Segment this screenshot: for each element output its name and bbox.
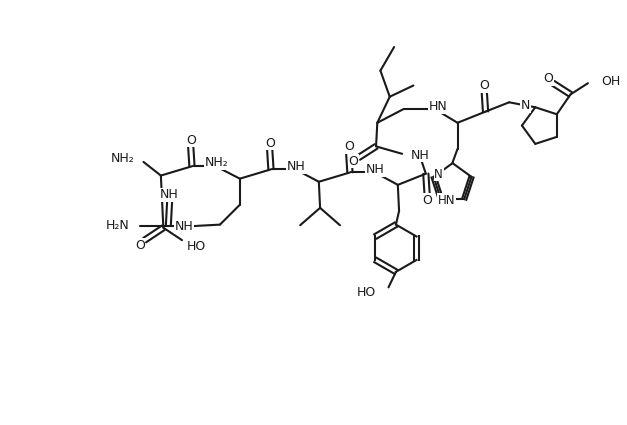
Text: NH: NH bbox=[411, 149, 429, 162]
Text: HO: HO bbox=[357, 286, 376, 300]
Text: OH: OH bbox=[602, 75, 621, 88]
Text: HO: HO bbox=[187, 240, 206, 253]
Text: O: O bbox=[344, 140, 354, 153]
Text: NH: NH bbox=[161, 188, 179, 201]
Text: O: O bbox=[543, 72, 553, 85]
Text: HN: HN bbox=[428, 100, 447, 113]
Text: N: N bbox=[435, 168, 443, 181]
Text: N: N bbox=[520, 99, 530, 112]
Text: NH₂: NH₂ bbox=[205, 156, 229, 169]
Text: O: O bbox=[422, 194, 432, 207]
Text: O: O bbox=[479, 79, 489, 92]
Text: NH: NH bbox=[366, 164, 384, 176]
Text: O: O bbox=[265, 137, 275, 150]
Text: O: O bbox=[186, 134, 196, 147]
Text: NH: NH bbox=[287, 160, 305, 173]
Text: O: O bbox=[349, 155, 359, 168]
Text: HN: HN bbox=[438, 194, 456, 207]
Text: O: O bbox=[135, 238, 145, 252]
Text: H₂N: H₂N bbox=[105, 219, 129, 232]
Text: NH₂: NH₂ bbox=[111, 152, 135, 164]
Text: NH: NH bbox=[174, 220, 193, 233]
